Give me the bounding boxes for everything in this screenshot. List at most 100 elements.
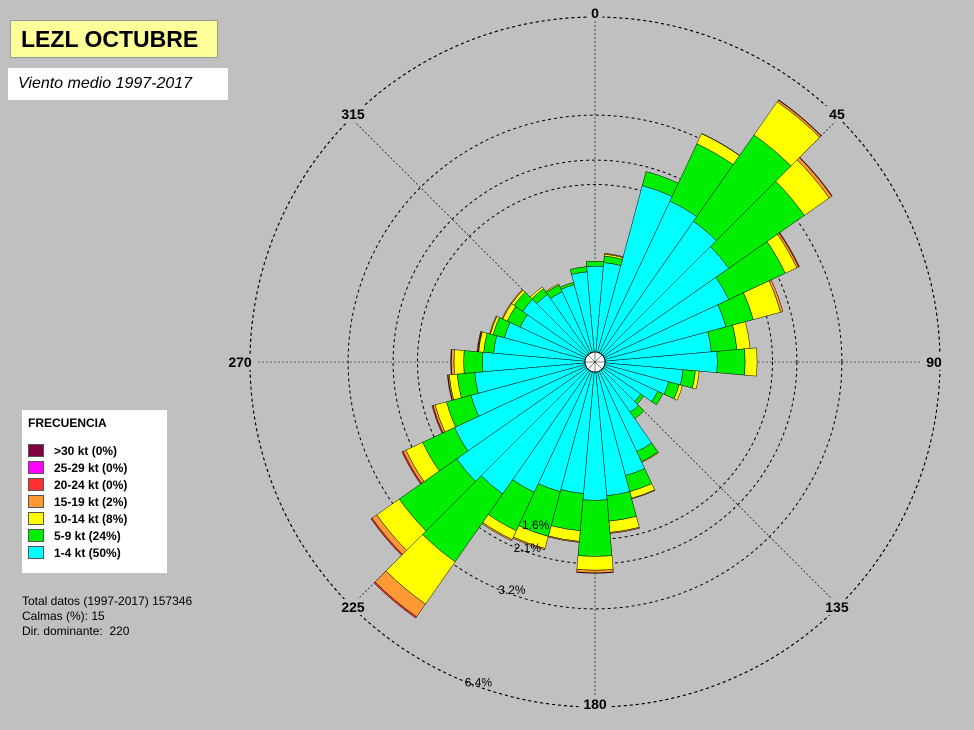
calms-text: Calmas (%): 15	[22, 609, 105, 623]
legend-label: 15-19 kt (2%)	[54, 494, 128, 509]
wind-sector	[603, 279, 784, 360]
legend-item: 15-19 kt (2%)	[28, 493, 167, 510]
legend: FRECUENCIA >30 kt (0%) 25-29 kt (0%) 20-…	[22, 410, 167, 573]
legend-item: >30 kt (0%)	[28, 442, 167, 459]
wind-bar-segment	[651, 390, 664, 406]
legend-swatch	[28, 444, 44, 457]
wind-sector	[481, 369, 592, 542]
wind-bar-segment	[576, 571, 614, 574]
direction-label-bg	[223, 354, 257, 370]
wind-bar-segment	[716, 348, 746, 376]
legend-swatch	[28, 512, 44, 525]
wind-bar-segment	[569, 266, 588, 275]
wind-sector	[447, 362, 586, 401]
wind-sector	[602, 232, 800, 359]
legend-title: FRECUENCIA	[28, 416, 107, 430]
legend-label: 5-9 kt (24%)	[54, 528, 121, 543]
calm-circle	[584, 351, 606, 373]
wind-sector	[489, 315, 587, 360]
ring-labels: 1.6% 2.1% 3.2% 6.4%	[465, 518, 550, 689]
wind-bar-segment	[545, 283, 560, 293]
wind-bar-segment	[370, 517, 403, 556]
direction-label: 135	[825, 599, 849, 615]
chart-title: LEZL OCTUBRE	[10, 20, 218, 58]
legend-item: 5-9 kt (24%)	[28, 527, 167, 544]
wind-bar-segment	[447, 374, 453, 401]
grid-ring	[347, 114, 843, 610]
legend-label: 1-4 kt (50%)	[54, 545, 121, 560]
wind-sector	[600, 99, 822, 356]
wind-bar-segment	[585, 260, 605, 267]
chart-subtitle: Viento medio 1997-2017	[8, 68, 228, 100]
direction-label-bg	[578, 696, 612, 712]
direction-label: 0	[591, 5, 599, 21]
wind-bar-segment	[799, 156, 833, 197]
wind-sector	[370, 367, 589, 556]
wind-sector	[604, 321, 751, 362]
wind-bar-segment	[453, 349, 465, 375]
legend-item: 25-29 kt (0%)	[28, 459, 167, 476]
wind-bar-segment	[768, 279, 784, 313]
ring-label: 1.6%	[522, 518, 550, 532]
wind-bar-segment	[577, 499, 613, 557]
legend-swatch	[28, 478, 44, 491]
wind-bar-segment	[673, 384, 683, 401]
wind-sector	[604, 362, 700, 390]
ring-label: 3.2%	[498, 583, 526, 597]
legend-item: 20-24 kt (0%)	[28, 476, 167, 493]
wind-bar-segment	[463, 350, 484, 374]
wind-sector	[373, 368, 590, 619]
legend-item: 1-4 kt (50%)	[28, 544, 167, 561]
calm-circle-line	[587, 354, 603, 370]
total-data-text: Total datos (1997-2017) 157346	[22, 594, 193, 608]
wind-sector	[603, 364, 683, 401]
direction-label: 315	[341, 106, 365, 122]
wind-bar-segment	[373, 581, 417, 619]
direction-label: 225	[341, 599, 365, 615]
direction-label: 180	[583, 696, 607, 712]
wind-bar-segment	[489, 315, 498, 335]
wind-bar-segment	[529, 286, 545, 300]
ring-label: 2.1%	[514, 541, 542, 555]
wind-sector	[512, 370, 593, 551]
legend-item: 10-14 kt (8%)	[28, 510, 167, 527]
wind-sector	[595, 371, 640, 534]
legend-swatch	[28, 529, 44, 542]
wind-sector	[401, 365, 588, 485]
wind-sector	[547, 371, 595, 543]
direction-label: 45	[829, 106, 845, 122]
direction-label-bg	[587, 5, 603, 21]
direction-label-bg	[922, 354, 946, 370]
wind-bar-segment	[450, 349, 453, 375]
wind-bar-segment	[778, 232, 800, 268]
direction-label-bg	[336, 598, 370, 615]
wind-sector	[604, 347, 758, 377]
info-block: Total datos (1997-2017) 157346 Calmas (%…	[22, 594, 192, 639]
wind-sector	[576, 371, 614, 574]
legend-label: 20-24 kt (0%)	[54, 477, 128, 492]
grid-ring	[392, 159, 798, 565]
wind-bar-segment	[510, 289, 524, 304]
wind-sector	[598, 132, 741, 355]
direction-label-bg	[820, 598, 854, 615]
dominant-direction-text: Dir. dominante: 220	[22, 624, 130, 638]
wind-bar-segment	[778, 99, 822, 137]
wind-sector	[569, 266, 595, 353]
legend-label: >30 kt (0%)	[54, 443, 118, 458]
direction-labels: 0 45 90 135 180 225 270 315	[223, 5, 946, 712]
legend-swatch	[28, 461, 44, 474]
wind-bar-segment	[401, 451, 422, 485]
wind-bar-segment	[744, 347, 758, 377]
direction-label-bg	[336, 106, 370, 123]
wind-bar-segment	[576, 555, 614, 571]
wind-bar-segment	[431, 405, 444, 434]
direction-label: 270	[228, 354, 252, 370]
legend-swatch	[28, 495, 44, 508]
legend-label: 25-29 kt (0%)	[54, 460, 128, 475]
legend-swatch	[28, 546, 44, 559]
wind-sector	[450, 349, 586, 375]
wind-bar-segment	[692, 370, 700, 390]
direction-label: 90	[926, 354, 942, 370]
ring-label: 6.4%	[465, 675, 493, 689]
